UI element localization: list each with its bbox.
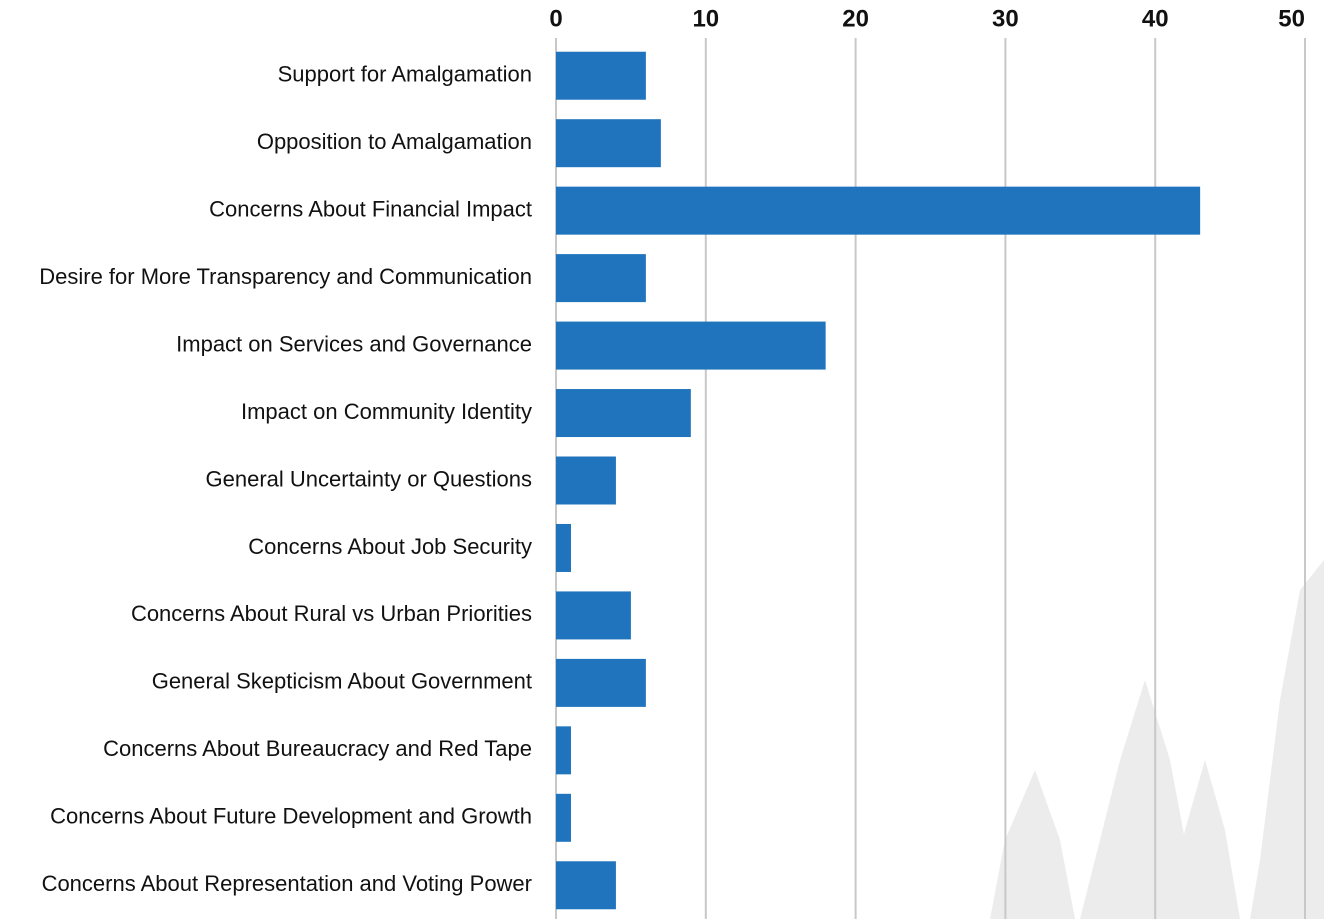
- y-tick-label: Concerns About Representation and Voting…: [42, 871, 532, 896]
- bar: [556, 726, 571, 775]
- y-tick-label: Concerns About Job Security: [248, 534, 532, 559]
- bar: [556, 591, 631, 640]
- bar: [556, 456, 616, 505]
- y-tick-label: Concerns About Bureaucracy and Red Tape: [103, 736, 532, 761]
- y-tick-label: Impact on Community Identity: [241, 399, 532, 424]
- y-tick-label: Concerns About Financial Impact: [209, 196, 532, 221]
- x-tick-label: 40: [1142, 5, 1169, 32]
- bar: [556, 793, 571, 842]
- bar: [556, 119, 661, 168]
- x-tick-label: 20: [842, 5, 869, 32]
- bar: [556, 51, 646, 100]
- x-tick-label: 50: [1278, 5, 1305, 32]
- y-tick-label: Opposition to Amalgamation: [257, 129, 532, 154]
- x-tick-label: 10: [692, 5, 719, 32]
- y-tick-label: General Skepticism About Government: [152, 669, 532, 694]
- y-tick-label: Concerns About Rural vs Urban Priorities: [131, 601, 532, 626]
- bar: [556, 658, 646, 707]
- background-trees: [990, 560, 1324, 919]
- bar: [556, 321, 826, 370]
- x-tick-label: 0: [549, 5, 562, 32]
- bar: [556, 389, 691, 438]
- x-tick-label: 30: [992, 5, 1019, 32]
- bar: [556, 186, 1201, 235]
- bar: [556, 861, 616, 910]
- bar: [556, 254, 646, 303]
- bar: [556, 523, 571, 572]
- y-tick-label: Concerns About Future Development and Gr…: [50, 804, 532, 829]
- y-tick-label: Impact on Services and Governance: [176, 331, 532, 356]
- y-tick-label: Support for Amalgamation: [278, 62, 532, 87]
- y-tick-label: General Uncertainty or Questions: [206, 466, 533, 491]
- y-tick-label: Desire for More Transparency and Communi…: [39, 264, 532, 289]
